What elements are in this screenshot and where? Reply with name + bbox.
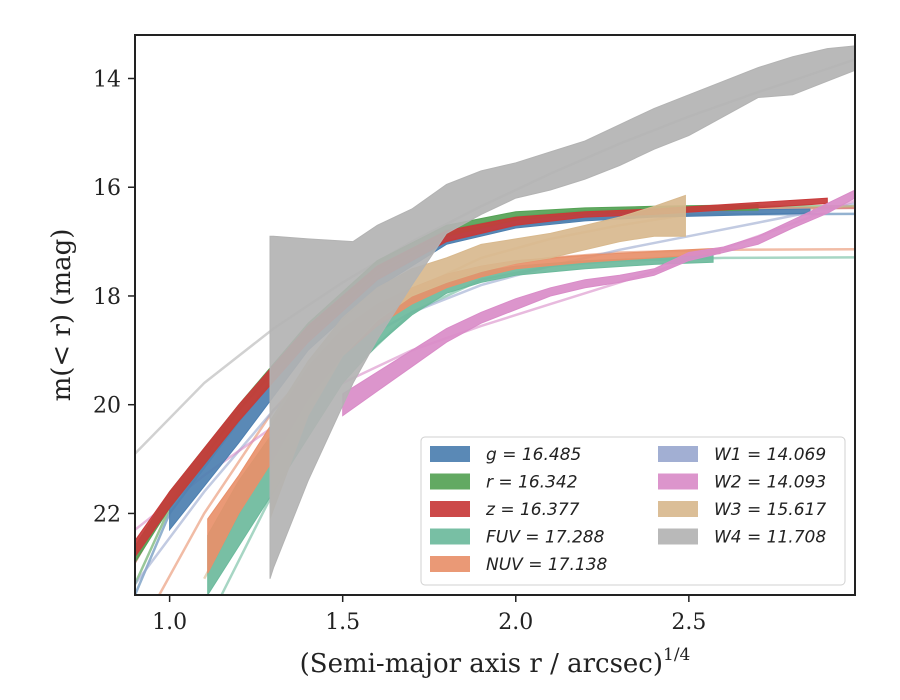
legend-swatch-nuv	[430, 556, 470, 572]
legend-label-g: g = 16.485	[486, 445, 581, 465]
legend-swatch-r	[430, 473, 470, 490]
model-curve-w1	[135, 202, 855, 585]
y-axis-ticks: 14 16 18 20 22	[93, 67, 135, 527]
x-axis-ticks: 1.0 1.5 2.0 2.5	[152, 595, 706, 635]
legend: g = 16.485 r = 16.342 z = 16.377 FUV = 17.2…	[420, 436, 846, 586]
legend-swatch-w4	[658, 528, 698, 545]
legend-swatch-g	[430, 446, 470, 462]
profile-band-w2	[342, 189, 855, 417]
x-tick-label: 2.0	[498, 610, 533, 635]
legend-label-w4: W4 = 11.708	[714, 528, 826, 548]
y-tick-label: 16	[93, 176, 121, 201]
y-axis-label: m(< r) (mag)	[47, 229, 77, 402]
legend-label-z: z = 16.377	[485, 500, 580, 520]
legend-label-r: r = 16.342	[486, 473, 578, 493]
x-tick-label: 2.5	[671, 610, 706, 635]
legend-swatch-z	[430, 501, 470, 517]
legend-swatch-fuv	[430, 528, 470, 545]
legend-swatch-w3	[658, 501, 698, 517]
y-tick-label: 14	[93, 67, 121, 92]
legend-swatch-w2	[658, 473, 698, 490]
y-tick-label: 18	[93, 285, 121, 310]
x-tick-label: 1.0	[152, 610, 187, 635]
profile-band-w4	[269, 45, 855, 579]
legend-label-fuv: FUV = 17.288	[486, 528, 605, 548]
legend-label-nuv: NUV = 17.138	[486, 555, 608, 575]
plot-area	[135, 45, 855, 595]
axes-frame	[134, 34, 856, 596]
x-tick-label: 1.5	[325, 610, 360, 635]
y-tick-label: 22	[93, 502, 121, 527]
legend-label-w2: W2 = 14.093	[714, 473, 826, 493]
y-tick-label: 20	[93, 394, 121, 419]
legend-label-w3: W3 = 15.617	[714, 500, 826, 520]
x-axis-label: (Semi-major axis r / arcsec)1/4	[300, 645, 691, 679]
legend-frame	[420, 436, 846, 586]
legend-swatch-w1	[658, 446, 698, 462]
legend-label-w1: W1 = 14.069	[714, 445, 826, 465]
